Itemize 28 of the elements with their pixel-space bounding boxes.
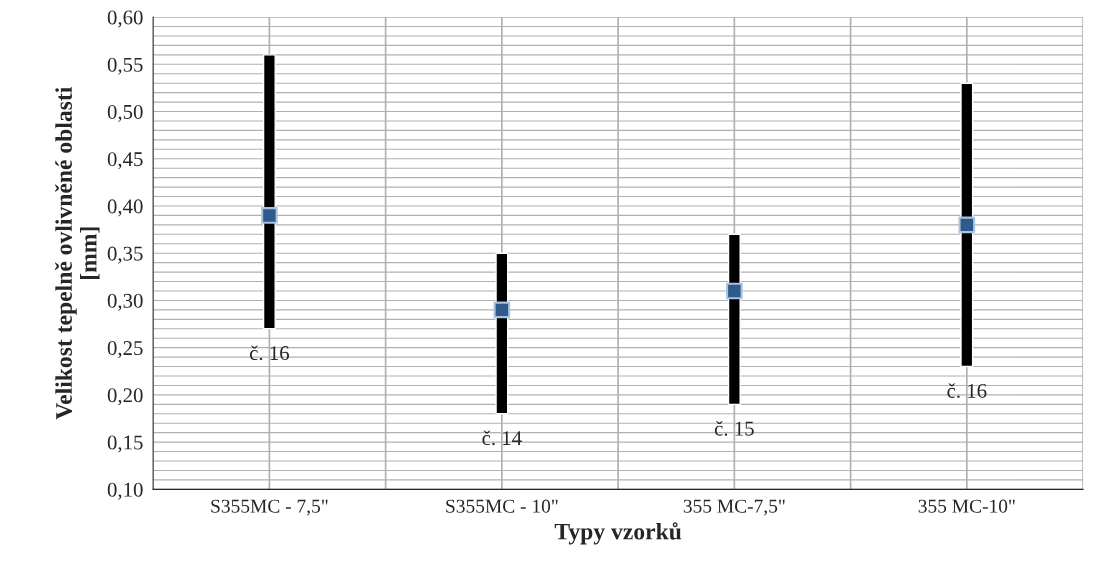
y-tick-label: 0,45 <box>107 152 143 170</box>
y-axis-title: Velikost tepelně ovlivněné oblasti [mm] <box>55 87 100 420</box>
y-tick-label: 0,40 <box>107 199 143 217</box>
bar <box>262 54 276 330</box>
bar <box>495 252 509 415</box>
point <box>493 301 511 319</box>
y-tick-label: 0,55 <box>107 57 143 75</box>
y-tick-label: 0,30 <box>107 293 143 311</box>
annotation: č. 16 <box>249 345 290 361</box>
point <box>261 207 278 224</box>
point <box>958 216 976 234</box>
x-tick-label: 355 MC-10" <box>918 499 1015 513</box>
y-tick-label: 0,35 <box>107 246 143 264</box>
annotation: č. 15 <box>714 420 754 436</box>
x-tick-label: 355 MC-7,5" <box>683 499 785 516</box>
point <box>726 282 743 300</box>
annotation: č. 14 <box>482 430 522 446</box>
y-tick-label: 0,15 <box>107 435 143 453</box>
y-tick-label: 0,10 <box>107 482 143 500</box>
x-axis-title: Typy vzorků <box>554 522 682 545</box>
y-tick-label: 0,60 <box>107 10 143 28</box>
x-tick-label: S355MC - 10" <box>446 499 558 513</box>
y-tick-label: 0,25 <box>107 341 143 359</box>
annotation: č. 16 <box>947 383 987 398</box>
bar <box>960 82 974 368</box>
x-tick-label: S355MC - 7,5" <box>211 499 328 516</box>
y-tick-label: 0,50 <box>107 104 143 122</box>
y-tick-label: 0,20 <box>107 388 143 406</box>
